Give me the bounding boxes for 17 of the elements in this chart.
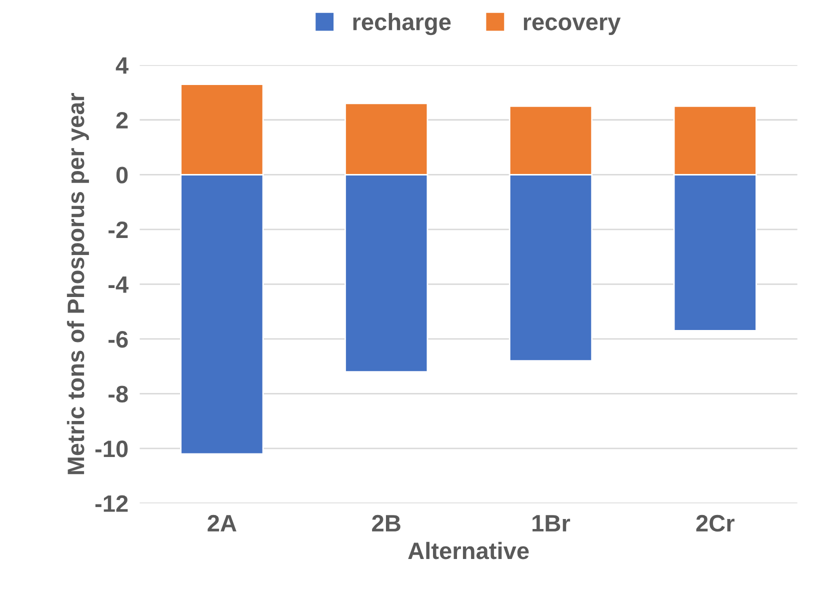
y-tick-label: 4 xyxy=(116,57,129,74)
y-tick-label: 0 xyxy=(116,166,128,184)
x-axis-title: Alternative xyxy=(408,542,529,560)
x-tick-label: 2A xyxy=(208,514,236,532)
y-tick-label: 2 xyxy=(116,112,128,128)
x-tick-label: 2B xyxy=(372,514,400,532)
legend-label: recharge xyxy=(353,12,451,36)
y-tick-label: -12 xyxy=(95,495,128,512)
y-tick-label: -10 xyxy=(95,440,128,458)
x-tick-label: 2Cr xyxy=(696,514,734,532)
y-tick-label: -2 xyxy=(108,221,128,238)
y-tick-label: -8 xyxy=(108,386,128,402)
legend-label: recovery xyxy=(524,17,621,36)
y-tick-label: -4 xyxy=(108,276,129,293)
y-axis-title: Metric tons of Phosporus per year xyxy=(66,92,89,474)
x-tick-label: 1Br xyxy=(532,515,570,532)
y-tick-label: -6 xyxy=(108,330,128,348)
